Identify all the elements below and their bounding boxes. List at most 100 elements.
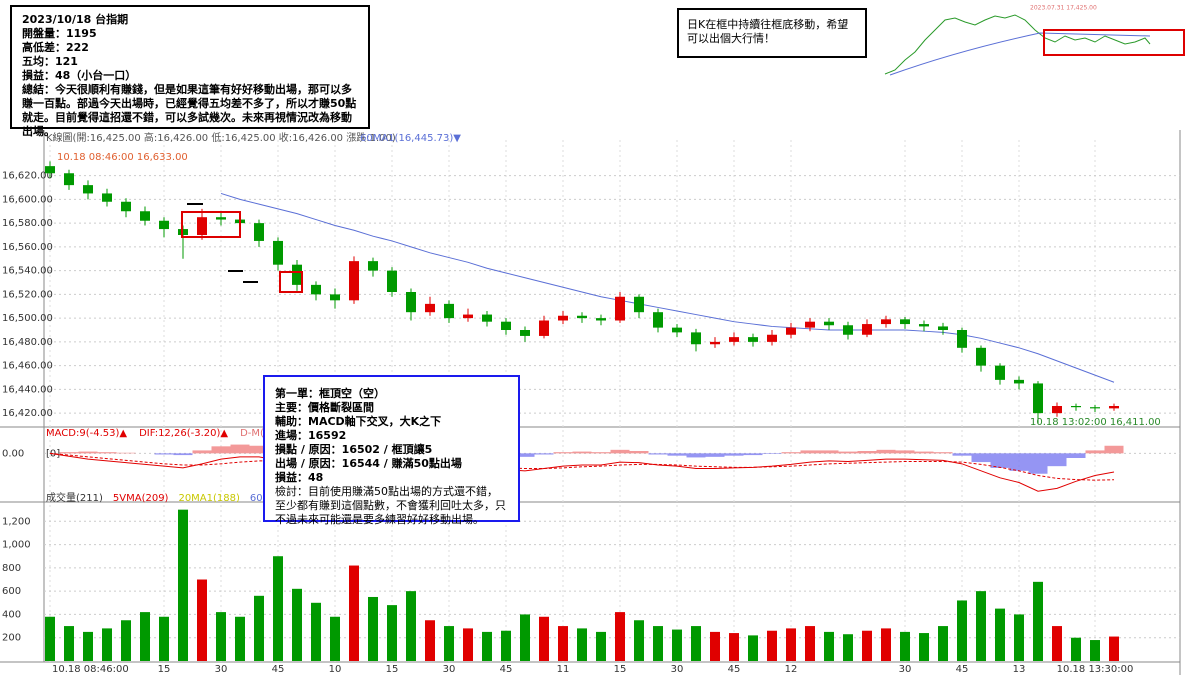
volume-bar (159, 616, 169, 661)
candle-body (843, 325, 853, 335)
candle-body (976, 347, 986, 366)
candle-body (121, 201, 131, 212)
legend-entry: 20MA1(188) (178, 493, 240, 504)
volume-bar (672, 629, 682, 661)
thumbnail-box (1043, 29, 1185, 56)
histogram-bar (857, 451, 877, 454)
candle-body (577, 315, 587, 319)
highlight-box (279, 271, 303, 293)
volume-bar (368, 596, 378, 661)
candle-body (140, 211, 150, 221)
summary-title: 2023/10/18 台指期 (22, 13, 129, 26)
volume-bar (881, 628, 891, 661)
candle-body (881, 319, 891, 325)
candle-body (1071, 406, 1081, 408)
candle-body (254, 223, 264, 241)
histogram-bar (838, 451, 858, 454)
x-tick-label: 30 (899, 664, 912, 675)
candle-body (102, 193, 112, 202)
histogram-bar (781, 452, 801, 454)
volume-bar (577, 628, 587, 661)
volume-bar (976, 591, 986, 661)
candle-body (539, 320, 549, 336)
y-tick-label: 16,420.00 (2, 408, 53, 419)
histogram-bar (895, 450, 915, 454)
volume-bar (311, 602, 321, 661)
candle-body (482, 314, 492, 322)
histogram-bar (534, 453, 554, 455)
candle-body (273, 240, 283, 265)
volume-bar (425, 620, 435, 661)
volume-bar (558, 626, 568, 661)
volume-bar (824, 631, 834, 661)
summary-line: 高低差：222 (22, 41, 89, 54)
volume-bar (957, 600, 967, 661)
x-tick-label: 10 (329, 664, 342, 675)
volume-bar (64, 626, 74, 661)
candle-body (691, 332, 701, 345)
y-tick-label: 16,480.00 (2, 337, 53, 348)
candle-body (919, 324, 929, 327)
y-tick-label: 16,500.00 (2, 313, 53, 324)
histogram-bar (192, 450, 212, 454)
note: 日K在框中持續往框底移動，希望可以出個大行情！ (687, 18, 849, 45)
dif-line (49, 452, 1115, 492)
trade-line: 第一單：框頂空（空） (275, 387, 385, 400)
histogram-bar (819, 450, 839, 454)
volume-bar (102, 628, 112, 661)
volume-bar (1033, 581, 1043, 661)
annotation: 10.18 13:02:00 16,411.00 (1030, 417, 1161, 428)
volume-bar (349, 565, 359, 661)
histogram-bar (78, 451, 98, 454)
trade-line: 損益：48 (275, 471, 324, 484)
candle-body (292, 264, 302, 285)
volume-bar (596, 631, 606, 661)
candle-body (1033, 383, 1043, 414)
volume-bar (197, 579, 207, 661)
candle-body (672, 327, 682, 333)
candle-body (596, 318, 606, 321)
summary-lines: 開盤量：1195 高低差：222 五均：121 損益：48（小台一口） 總結：今天很順利… (22, 27, 358, 139)
candle-body (159, 220, 169, 230)
volume-bar (406, 591, 416, 661)
volume-bar (995, 608, 1005, 661)
histogram-bar (59, 452, 79, 454)
trade-line: 損點 / 原因：16502 / 框頂讓5 (275, 443, 433, 456)
histogram-bar (1009, 453, 1029, 471)
y-tick-label: 16,580.00 (2, 218, 53, 229)
macd-line (49, 452, 1115, 481)
histogram-bar (933, 452, 953, 454)
volume-bar (634, 620, 644, 661)
volume-bar (653, 626, 663, 661)
histogram-bar (705, 453, 725, 457)
candle-body (197, 217, 207, 235)
candle-body (900, 319, 910, 325)
candle-body (83, 185, 93, 194)
histogram-bar (800, 450, 820, 454)
volume-bar (1071, 637, 1081, 661)
volume-bar (862, 630, 872, 661)
volume-bar (938, 626, 948, 661)
candle-body (805, 321, 815, 328)
volume-bar (1109, 636, 1119, 661)
histogram-bar (154, 453, 174, 455)
summary-line: 開盤量：1195 (22, 27, 97, 40)
volume-bar (729, 633, 739, 661)
histogram-bar (667, 453, 687, 456)
volume-bar (254, 595, 264, 661)
x-tick-label: 15 (386, 664, 399, 675)
summary-line: 損益：48（小台一口） (22, 69, 137, 82)
volume-bar (292, 588, 302, 661)
candle-body (45, 166, 55, 174)
volume-bar (330, 616, 340, 661)
histogram-bar (1066, 453, 1086, 458)
y-tick-label: 16,620.00 (2, 171, 53, 182)
histogram-bar (610, 449, 630, 454)
candle-body (216, 217, 226, 220)
volume-bar (1052, 626, 1062, 661)
volume-bar (235, 616, 245, 661)
y-tick-label: 16,540.00 (2, 266, 53, 277)
candle-body (748, 337, 758, 342)
